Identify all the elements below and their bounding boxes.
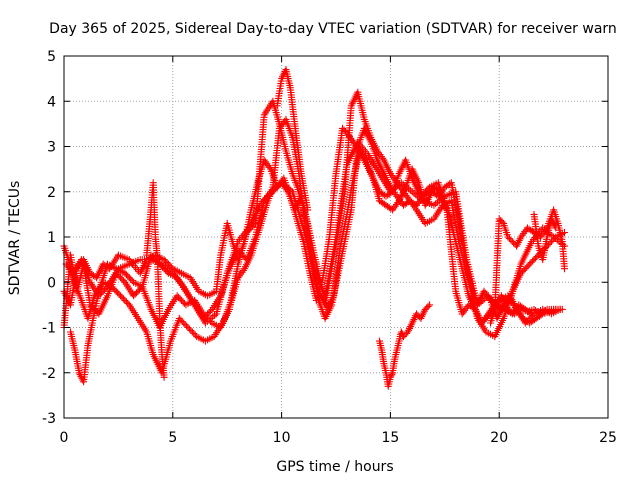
axis-ticks [63,55,609,419]
y-tick-label: 3 [47,140,56,156]
y-tick-label: 0 [47,275,56,291]
y-tick-label: 1 [47,230,56,246]
x-tick-label: 25 [599,430,617,446]
y-tick-label: -2 [42,366,56,382]
series-trace-j [143,179,168,381]
data-markers [60,66,568,390]
y-axis-label: SDTVAR / TECUs [7,181,23,296]
x-tick-label: 20 [490,430,508,446]
x-tick-label: 5 [168,430,177,446]
y-tick-label: -3 [42,411,56,427]
marker-plus-points [491,301,536,318]
chart-title: Day 365 of 2025, Sidereal Day-to-day VTE… [49,21,617,37]
series-trace-b [60,115,568,377]
marker-plus-points [376,301,434,390]
y-tick-label: 5 [47,49,56,65]
marker-plus-points [143,179,168,381]
marker-plus-points [60,115,568,377]
marker-plus-points [530,210,560,264]
x-tick-label: 15 [381,430,399,446]
y-tick-labels: -3 -2 -1 0 1 2 3 4 5 [42,49,56,427]
marker-plus-points [67,88,564,386]
x-tick-label: 0 [60,430,69,446]
y-tick-label: 2 [47,185,56,201]
series-trace-i [273,66,312,214]
marker-plus-points [60,147,566,331]
x-tick-labels: 0 5 10 15 20 25 [60,430,617,446]
marker-plus-points [273,66,312,214]
series-trace-g [376,301,434,390]
y-tick-label: -1 [42,321,56,337]
y-tick-label: 4 [47,94,56,110]
series-trace-h [530,210,560,264]
series-trace-d [67,88,564,386]
series-trace-k [491,301,536,318]
series-trace-c [60,147,566,331]
x-tick-label: 10 [273,430,291,446]
series-trace-f [487,206,568,327]
marker-plus-points [487,206,568,327]
x-axis-label: GPS time / hours [276,459,393,475]
